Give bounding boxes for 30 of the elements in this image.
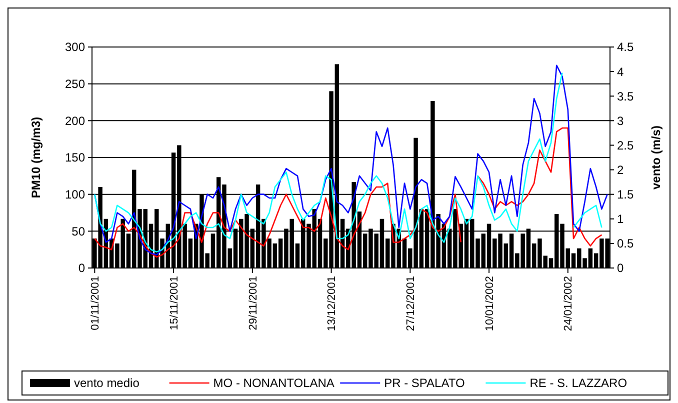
x-tick-label: 01/11/2001: [90, 276, 102, 330]
y-tick-label: 300: [64, 40, 86, 54]
y2-axis-title: vento (m/s): [649, 125, 663, 190]
y2-tick-label: 4: [617, 64, 624, 79]
x-tick-label: 24/01/2002: [562, 276, 575, 332]
y-tick-label: 0: [78, 261, 86, 276]
legend-label: vento medio: [74, 376, 140, 390]
legend-label: MO - NONANTOLANA: [213, 376, 334, 390]
y-tick-label: 50: [72, 224, 86, 238]
y2-tick-label: 0.5: [617, 236, 634, 251]
x-tick-label: 29/11/2001: [247, 276, 260, 330]
x-tick-label: 13/12/2001: [326, 276, 338, 332]
legend-label: PR - SPALATO: [384, 376, 465, 390]
y2-tick-label: 3: [617, 114, 624, 128]
y-tick-label: 200: [64, 114, 86, 128]
y2-tick-label: 4.5: [617, 40, 634, 54]
y2-tick-label: 2.5: [617, 138, 634, 152]
x-tick-label: 27/12/2001: [405, 276, 417, 332]
x-tick-label: 15/11/2001: [168, 276, 180, 330]
x-tick-label: 10/01/2002: [484, 276, 496, 332]
y2-tick-label: 1.5: [617, 188, 634, 202]
y2-tick-label: 1: [617, 212, 624, 226]
y-axis-title: PM10 (mg/m3): [29, 116, 43, 198]
y2-tick-label: 2: [617, 162, 624, 177]
y-tick-label: 250: [64, 77, 86, 92]
y-tick-label: 150: [64, 150, 86, 165]
legend-label: RE - S. LAZZARO: [530, 376, 628, 390]
y2-tick-label: 0: [617, 261, 624, 276]
y-tick-label: 100: [64, 188, 86, 202]
y2-tick-label: 3.5: [617, 89, 634, 104]
